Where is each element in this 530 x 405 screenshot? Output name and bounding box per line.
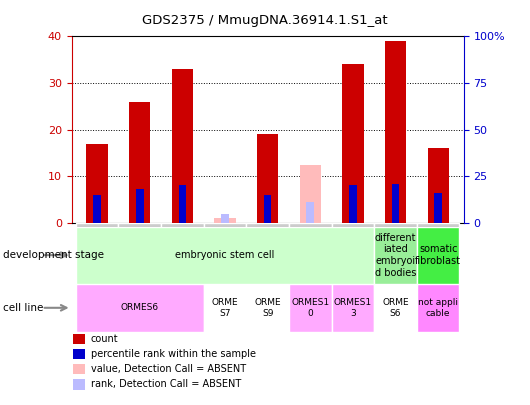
Bar <box>374 223 417 275</box>
Text: different
iated
embryoi
d bodies: different iated embryoi d bodies <box>375 233 416 277</box>
Bar <box>332 223 374 275</box>
Text: percentile rank within the sample: percentile rank within the sample <box>91 349 255 359</box>
Bar <box>417 223 460 275</box>
Text: cell line: cell line <box>3 303 43 313</box>
Text: GDS2375 / MmugDNA.36914.1.S1_at: GDS2375 / MmugDNA.36914.1.S1_at <box>142 14 388 27</box>
Text: GSM99965: GSM99965 <box>305 225 315 278</box>
Text: GSM99999: GSM99999 <box>135 225 145 278</box>
Text: rank, Detection Call = ABSENT: rank, Detection Call = ABSENT <box>91 379 241 390</box>
Bar <box>299 164 321 223</box>
Bar <box>332 284 374 332</box>
Text: ORMES1
3: ORMES1 3 <box>334 298 372 318</box>
Bar <box>136 189 144 223</box>
Bar <box>246 223 289 275</box>
Bar <box>76 284 204 332</box>
Bar <box>73 334 84 344</box>
Bar <box>342 64 364 223</box>
Text: GSM99966: GSM99966 <box>348 225 358 278</box>
Bar <box>289 284 332 332</box>
Text: ORMES6: ORMES6 <box>121 303 159 312</box>
Bar <box>204 284 246 332</box>
Text: count: count <box>91 334 118 344</box>
Bar <box>76 227 374 284</box>
Bar <box>76 223 118 275</box>
Text: GSM100004: GSM100004 <box>433 225 443 284</box>
Bar <box>289 223 332 275</box>
Text: ORME
S7: ORME S7 <box>211 298 238 318</box>
Bar <box>73 349 84 359</box>
Text: not appli
cable: not appli cable <box>418 298 458 318</box>
Text: GSM100001: GSM100001 <box>220 225 230 284</box>
Bar <box>73 379 84 390</box>
Bar <box>221 214 229 223</box>
Bar <box>306 202 314 223</box>
Bar <box>428 148 449 223</box>
Bar <box>93 195 101 223</box>
Bar <box>73 364 84 375</box>
Text: ORMES1
0: ORMES1 0 <box>291 298 329 318</box>
Text: GSM100000: GSM100000 <box>178 225 188 284</box>
Bar <box>417 284 460 332</box>
Bar <box>204 223 246 275</box>
Text: development stage: development stage <box>3 250 104 260</box>
Bar <box>435 193 442 223</box>
Bar <box>417 227 460 284</box>
Bar <box>257 134 278 223</box>
Bar <box>214 218 236 223</box>
Bar <box>246 284 289 332</box>
Bar <box>374 284 417 332</box>
Text: somatic
fibroblast: somatic fibroblast <box>415 244 461 266</box>
Text: GSM99840: GSM99840 <box>391 225 401 278</box>
Bar <box>385 41 406 223</box>
Text: GSM99998: GSM99998 <box>92 225 102 278</box>
Text: value, Detection Call = ABSENT: value, Detection Call = ABSENT <box>91 364 246 374</box>
Bar <box>179 185 186 223</box>
Bar <box>129 102 151 223</box>
Text: GSM100002: GSM100002 <box>263 225 272 284</box>
Bar <box>161 223 204 275</box>
Text: embryonic stem cell: embryonic stem cell <box>175 250 275 260</box>
Bar <box>392 183 400 223</box>
Bar <box>374 227 417 284</box>
Bar <box>86 144 108 223</box>
Bar <box>264 195 271 223</box>
Bar <box>349 185 357 223</box>
Text: ORME
S6: ORME S6 <box>382 298 409 318</box>
Bar <box>118 223 161 275</box>
Text: ORME
S9: ORME S9 <box>254 298 281 318</box>
Bar <box>172 69 193 223</box>
